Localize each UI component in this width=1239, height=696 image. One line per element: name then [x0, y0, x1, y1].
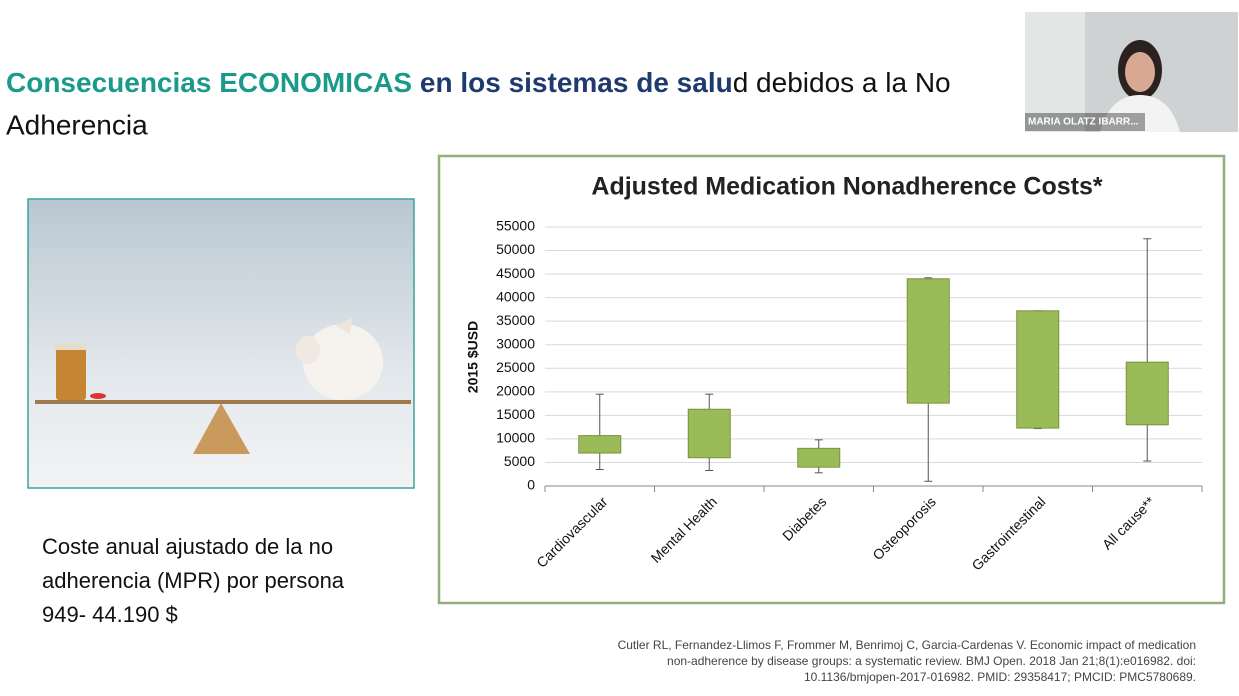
y-axis-label: 2015 $USD [465, 321, 481, 393]
box [687, 408, 731, 459]
citation: non-adherence by disease groups: a syste… [667, 654, 1196, 668]
webcam: MARIA OLATZ IBARR... [1025, 12, 1238, 132]
slide-title: Consecuencias ECONOMICAS en los sistemas… [6, 67, 951, 98]
participant-name: MARIA OLATZ IBARR... [1028, 117, 1139, 128]
y-tick-label: 5000 [504, 453, 535, 469]
box [578, 435, 622, 454]
y-tick-label: 15000 [496, 406, 535, 422]
caption: Coste anual ajustado de la no [42, 534, 333, 559]
y-tick-label: 25000 [496, 359, 535, 375]
citation: 10.1136/bmjopen-2017-016982. PMID: 29358… [804, 670, 1196, 684]
chart-title: Adjusted Medication Nonadherence Costs* [591, 173, 1102, 201]
y-tick-label: 55000 [496, 218, 535, 234]
citation: Cutler RL, Fernandez-Llimos F, Frommer M… [618, 638, 1196, 652]
box [906, 278, 950, 404]
illustration [27, 198, 415, 489]
title-part: Consecuencias ECONOMICAS [6, 67, 412, 98]
y-tick-label: 50000 [496, 241, 535, 257]
box [1016, 310, 1060, 429]
chart-frame [437, 154, 1226, 605]
title-part: en los sistemas de salu [412, 67, 733, 98]
y-tick-label: 0 [527, 477, 535, 493]
y-tick-label: 40000 [496, 288, 535, 304]
y-tick-label: 35000 [496, 312, 535, 328]
y-tick-label: 10000 [496, 430, 535, 446]
caption: 949- 44.190 $ [42, 602, 178, 627]
y-tick-label: 45000 [496, 265, 535, 281]
y-tick-label: 30000 [496, 335, 535, 351]
box [797, 447, 841, 468]
caption: adherencia (MPR) por persona [42, 568, 345, 593]
title-part: d debidos a la No [733, 67, 951, 98]
box [1125, 361, 1169, 426]
slide-title-line2: Adherencia [6, 109, 148, 140]
y-tick-label: 20000 [496, 383, 535, 399]
